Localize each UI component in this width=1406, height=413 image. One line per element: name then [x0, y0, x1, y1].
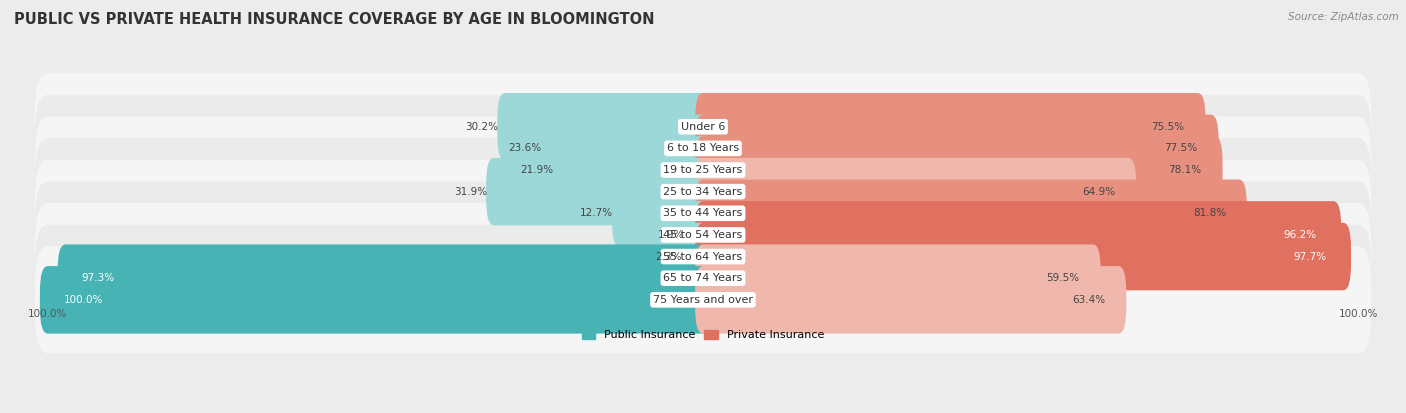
FancyBboxPatch shape [58, 244, 711, 312]
Text: 55 to 64 Years: 55 to 64 Years [664, 252, 742, 261]
FancyBboxPatch shape [695, 223, 1351, 290]
FancyBboxPatch shape [681, 223, 711, 290]
FancyBboxPatch shape [39, 266, 711, 334]
Text: PUBLIC VS PRIVATE HEALTH INSURANCE COVERAGE BY AGE IN BLOOMINGTON: PUBLIC VS PRIVATE HEALTH INSURANCE COVER… [14, 12, 655, 27]
Text: 78.1%: 78.1% [1168, 165, 1202, 175]
FancyBboxPatch shape [695, 93, 1205, 161]
Text: 30.2%: 30.2% [465, 122, 499, 132]
FancyBboxPatch shape [35, 225, 1371, 332]
FancyBboxPatch shape [498, 93, 711, 161]
Text: 6 to 18 Years: 6 to 18 Years [666, 143, 740, 153]
Text: 45 to 54 Years: 45 to 54 Years [664, 230, 742, 240]
Text: 35 to 44 Years: 35 to 44 Years [664, 208, 742, 218]
FancyBboxPatch shape [695, 244, 1101, 312]
Text: 96.2%: 96.2% [1284, 230, 1317, 240]
Text: 19 to 25 Years: 19 to 25 Years [664, 165, 742, 175]
Legend: Public Insurance, Private Insurance: Public Insurance, Private Insurance [578, 325, 828, 344]
Text: 2.3%: 2.3% [655, 252, 682, 261]
Text: 100.0%: 100.0% [28, 309, 67, 319]
FancyBboxPatch shape [35, 73, 1371, 180]
Text: 77.5%: 77.5% [1164, 143, 1198, 153]
Text: 97.3%: 97.3% [82, 273, 115, 283]
FancyBboxPatch shape [695, 266, 1126, 334]
Text: 100.0%: 100.0% [1339, 309, 1378, 319]
Text: 21.9%: 21.9% [520, 165, 553, 175]
Text: 64.9%: 64.9% [1083, 187, 1115, 197]
FancyBboxPatch shape [35, 138, 1371, 245]
FancyBboxPatch shape [683, 201, 711, 269]
Text: 75 Years and over: 75 Years and over [652, 295, 754, 305]
Text: 63.4%: 63.4% [1073, 295, 1105, 305]
FancyBboxPatch shape [695, 180, 1247, 247]
FancyBboxPatch shape [35, 116, 1371, 223]
FancyBboxPatch shape [35, 181, 1371, 288]
FancyBboxPatch shape [35, 246, 1371, 354]
Text: 12.7%: 12.7% [581, 208, 613, 218]
FancyBboxPatch shape [695, 201, 1341, 269]
Text: 25 to 34 Years: 25 to 34 Years [664, 187, 742, 197]
Text: 100.0%: 100.0% [65, 295, 104, 305]
Text: Under 6: Under 6 [681, 122, 725, 132]
Text: 75.5%: 75.5% [1152, 122, 1185, 132]
FancyBboxPatch shape [695, 115, 1219, 182]
FancyBboxPatch shape [612, 180, 711, 247]
FancyBboxPatch shape [35, 160, 1371, 267]
FancyBboxPatch shape [540, 115, 711, 182]
Text: 97.7%: 97.7% [1294, 252, 1327, 261]
Text: 59.5%: 59.5% [1046, 273, 1080, 283]
FancyBboxPatch shape [695, 136, 1223, 204]
FancyBboxPatch shape [35, 203, 1371, 310]
FancyBboxPatch shape [551, 136, 711, 204]
FancyBboxPatch shape [695, 158, 1136, 225]
Text: Source: ZipAtlas.com: Source: ZipAtlas.com [1288, 12, 1399, 22]
Text: 23.6%: 23.6% [509, 143, 541, 153]
Text: 1.9%: 1.9% [658, 230, 683, 240]
Text: 81.8%: 81.8% [1192, 208, 1226, 218]
Text: 65 to 74 Years: 65 to 74 Years [664, 273, 742, 283]
Text: 31.9%: 31.9% [454, 187, 488, 197]
FancyBboxPatch shape [35, 95, 1371, 202]
FancyBboxPatch shape [486, 158, 711, 225]
